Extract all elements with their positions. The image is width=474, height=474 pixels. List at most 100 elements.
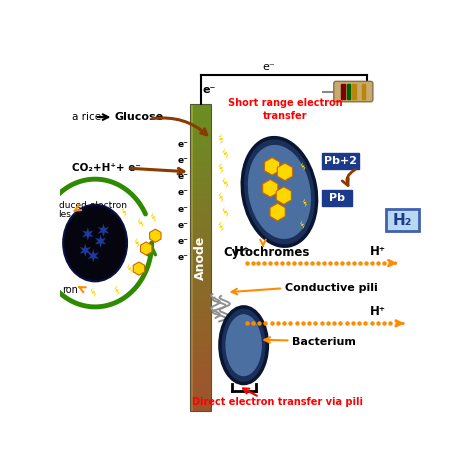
Bar	[190, 189, 192, 191]
Bar	[190, 235, 211, 237]
Polygon shape	[88, 249, 99, 263]
Ellipse shape	[63, 205, 127, 282]
Bar	[190, 229, 211, 232]
Bar	[190, 183, 211, 186]
Bar	[190, 334, 211, 337]
Bar	[190, 132, 192, 135]
Text: e⁻: e⁻	[177, 253, 188, 262]
Bar	[190, 278, 192, 281]
Polygon shape	[151, 212, 156, 223]
Bar	[190, 321, 211, 324]
Bar	[190, 186, 211, 189]
FancyBboxPatch shape	[334, 82, 373, 102]
Bar	[190, 240, 211, 242]
Bar	[190, 347, 192, 350]
Text: e⁻: e⁻	[262, 62, 275, 72]
Bar	[190, 275, 192, 278]
Bar	[190, 207, 211, 209]
Bar	[190, 345, 211, 347]
Bar	[190, 306, 192, 309]
Text: e⁻: e⁻	[202, 85, 216, 95]
Bar	[190, 324, 211, 327]
Bar	[190, 314, 192, 316]
Bar	[190, 155, 211, 158]
Bar	[190, 204, 211, 207]
Bar	[190, 125, 211, 128]
Polygon shape	[301, 162, 306, 171]
Bar	[190, 306, 211, 309]
Bar	[190, 401, 211, 403]
Bar	[190, 183, 192, 186]
Polygon shape	[219, 163, 224, 174]
Polygon shape	[270, 203, 285, 221]
Bar	[190, 150, 211, 153]
Bar	[190, 232, 192, 235]
Polygon shape	[219, 133, 224, 145]
Polygon shape	[263, 180, 278, 197]
Polygon shape	[222, 148, 228, 159]
Bar	[190, 365, 211, 367]
Bar	[190, 109, 192, 112]
Bar	[190, 388, 192, 391]
Bar	[190, 357, 192, 360]
Bar	[190, 178, 192, 181]
Bar	[190, 222, 211, 224]
Bar	[190, 168, 192, 171]
Bar	[190, 286, 211, 288]
Bar	[190, 263, 211, 265]
Bar	[190, 128, 192, 130]
Polygon shape	[264, 158, 280, 175]
Polygon shape	[300, 220, 305, 229]
Bar	[190, 119, 211, 122]
Bar	[190, 165, 192, 168]
Bar	[190, 281, 211, 283]
Text: ron: ron	[62, 285, 78, 295]
Bar	[190, 398, 211, 401]
Bar	[190, 362, 211, 365]
Bar	[190, 171, 192, 173]
Bar	[190, 176, 211, 178]
Bar	[190, 217, 192, 219]
Polygon shape	[122, 207, 127, 218]
Bar	[190, 128, 211, 130]
FancyBboxPatch shape	[322, 153, 359, 169]
Bar	[190, 115, 211, 117]
Ellipse shape	[242, 137, 317, 246]
Bar	[190, 332, 211, 334]
Bar	[190, 242, 192, 245]
Bar	[190, 401, 192, 403]
Bar	[190, 275, 211, 278]
Bar	[190, 224, 211, 227]
Bar	[190, 122, 211, 125]
Bar	[190, 255, 211, 258]
Bar	[190, 219, 211, 222]
FancyBboxPatch shape	[322, 190, 352, 206]
Bar	[190, 161, 211, 163]
Bar	[190, 145, 192, 148]
Bar	[190, 350, 211, 352]
Bar	[190, 219, 192, 222]
Bar	[190, 360, 192, 362]
Bar	[190, 135, 211, 137]
Bar	[190, 345, 192, 347]
Bar	[190, 224, 192, 227]
Bar	[190, 378, 211, 380]
Bar	[190, 247, 192, 250]
Bar	[190, 253, 192, 255]
Bar	[190, 112, 211, 115]
Bar	[190, 258, 211, 260]
Bar	[190, 132, 211, 135]
Bar	[190, 370, 211, 373]
Bar	[190, 145, 211, 148]
Text: Pb+2: Pb+2	[324, 156, 357, 166]
Bar	[190, 178, 211, 181]
Bar	[190, 214, 211, 217]
Bar	[190, 283, 192, 286]
Bar	[190, 367, 211, 370]
Bar	[347, 84, 350, 99]
Polygon shape	[98, 224, 109, 237]
FancyBboxPatch shape	[386, 209, 419, 231]
Bar	[190, 263, 192, 265]
Bar	[190, 227, 211, 229]
Bar	[190, 143, 192, 145]
